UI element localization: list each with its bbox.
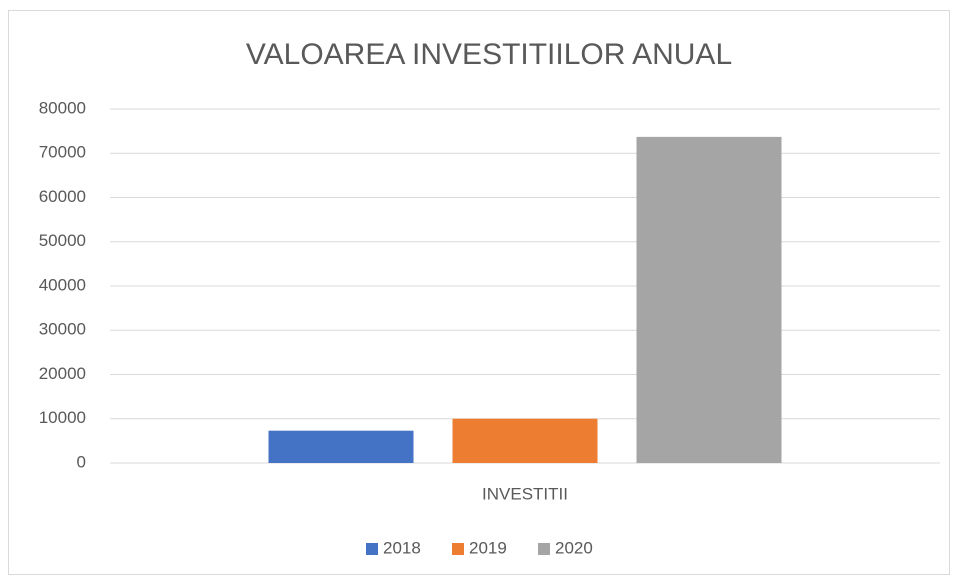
y-tick-label: 10000 [39, 408, 86, 427]
x-tick-label: INVESTITII [482, 484, 568, 503]
bar [636, 136, 782, 463]
chart-title: VALOAREA INVESTITIILOR ANUAL [246, 38, 732, 71]
y-tick-label: 30000 [39, 320, 86, 339]
y-tick-label: 0 [77, 452, 86, 471]
bar [452, 418, 598, 463]
y-tick-label: 20000 [39, 364, 86, 383]
legend-swatch [538, 543, 550, 555]
chart-border [8, 10, 950, 575]
y-tick-label: 80000 [39, 98, 86, 117]
legend-label: 2018 [383, 538, 421, 557]
bar [268, 430, 414, 463]
y-tick-label: 60000 [39, 187, 86, 206]
y-tick-label: 40000 [39, 275, 86, 294]
y-tick-label: 70000 [39, 143, 86, 162]
y-tick-label: 50000 [39, 231, 86, 250]
legend-swatch [452, 543, 464, 555]
legend-label: 2020 [555, 538, 593, 557]
legend-label: 2019 [469, 538, 507, 557]
legend-swatch [366, 543, 378, 555]
